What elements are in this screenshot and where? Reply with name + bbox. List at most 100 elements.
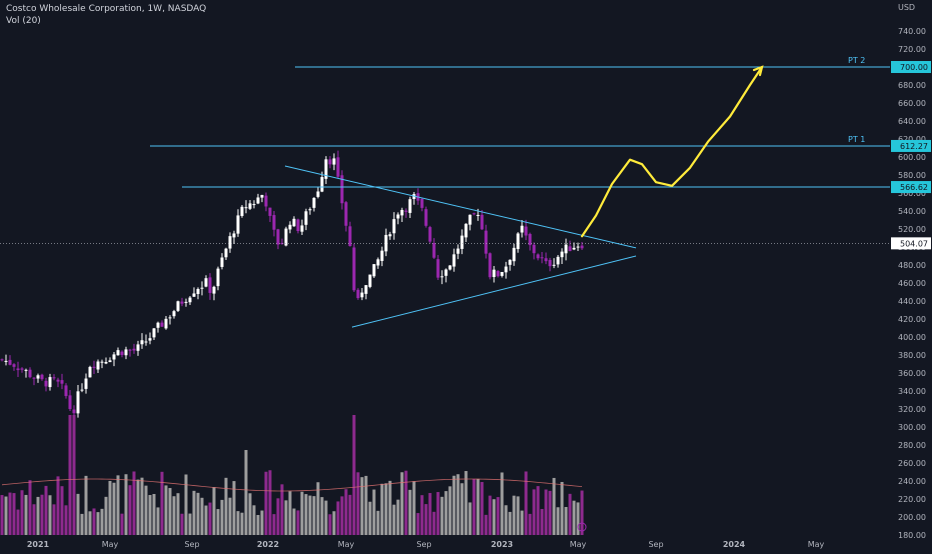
volume-bar <box>156 507 160 535</box>
candle-body <box>512 247 516 262</box>
volume-bar <box>364 475 368 535</box>
candle-body <box>272 215 276 230</box>
volume-bar <box>136 479 140 535</box>
volume-bar <box>188 513 192 535</box>
candle-body <box>44 380 48 387</box>
candle-body <box>8 359 12 365</box>
candle-body <box>360 292 364 298</box>
volume-bar <box>508 511 512 535</box>
volume-bar <box>456 474 460 535</box>
volume-bar <box>256 514 260 535</box>
time-tick-label: May <box>808 540 825 549</box>
price-tick-label: 300.00 <box>898 423 926 432</box>
volume-bar <box>60 486 64 535</box>
volume-bar <box>212 487 216 535</box>
candle-body <box>192 293 196 297</box>
level-price-label: 566.62 <box>900 183 928 192</box>
candle-body <box>184 301 188 303</box>
volume-bar <box>20 490 24 535</box>
price-tick-label: 720.00 <box>898 45 926 54</box>
volume-bar <box>356 472 360 535</box>
candle-body <box>508 259 512 265</box>
volume-bar <box>100 508 104 535</box>
volume-ma-line <box>1 478 583 492</box>
level-price-label: 700.00 <box>900 63 928 72</box>
symbol-title[interactable]: Costco Wholesale Corporation, 1W, NASDAQ <box>6 4 207 14</box>
current-price-tag <box>891 237 931 250</box>
price-tick-label: 560.00 <box>898 189 926 198</box>
time-tick-label: Sep <box>184 540 199 549</box>
volume-bar <box>64 505 68 535</box>
candle-body <box>100 361 104 363</box>
price-tick-label: 220.00 <box>898 495 926 504</box>
candle-body <box>548 259 552 267</box>
candle-body <box>444 269 448 276</box>
candle-body <box>432 243 436 258</box>
volume-bar <box>216 509 220 535</box>
volume-bar <box>384 483 388 535</box>
volume-bar <box>28 480 32 535</box>
volume-bar <box>164 485 168 535</box>
candle-body <box>104 361 108 364</box>
candle-body <box>392 219 396 234</box>
candle-body <box>368 274 372 287</box>
price-tick-label: 620.00 <box>898 135 926 144</box>
candle-body <box>404 210 408 212</box>
candle-body <box>484 230 488 254</box>
volume-bar <box>108 480 112 535</box>
volume-bar <box>328 514 332 535</box>
time-tick-label: Sep <box>648 540 663 549</box>
price-tick-label: 280.00 <box>898 441 926 450</box>
candle-body <box>264 195 268 207</box>
price-tick-label: 520.00 <box>898 225 926 234</box>
volume-bar <box>408 489 412 535</box>
price-tick-label: 740.00 <box>898 27 926 36</box>
volume-bar <box>76 493 80 535</box>
volume-bar <box>208 502 212 535</box>
candle-body <box>92 366 96 368</box>
candle-body <box>528 233 532 246</box>
candle-body <box>236 215 240 234</box>
candle-body <box>580 245 584 249</box>
volume-bar <box>520 510 524 535</box>
volume-bar <box>412 481 416 535</box>
volume-bar <box>548 490 552 535</box>
volume-bar <box>404 470 408 535</box>
volume-bar <box>460 483 464 535</box>
candle-body <box>76 391 80 414</box>
volume-bar <box>380 483 384 535</box>
volume-bar <box>488 495 492 535</box>
volume-bar <box>576 502 580 535</box>
volume-bar <box>244 450 248 535</box>
volume-bar <box>240 512 244 535</box>
volume-bar <box>12 493 16 535</box>
volume-indicator-label[interactable]: Vol (20) <box>6 16 41 26</box>
volume-bar <box>436 492 440 535</box>
volume-bar <box>96 512 100 535</box>
candle-body <box>140 340 144 345</box>
volume-bar <box>484 514 488 535</box>
price-tick-label: 660.00 <box>898 99 926 108</box>
candle-body <box>20 368 24 370</box>
candle-body <box>208 277 212 293</box>
level-price-tag <box>891 181 931 194</box>
candle-body <box>532 244 536 254</box>
volume-bar <box>284 500 288 535</box>
volume-bar <box>496 497 500 535</box>
candle-body <box>84 378 88 389</box>
volume-bar <box>296 510 300 535</box>
price-tick-label: 200.00 <box>898 513 926 522</box>
volume-bar <box>92 508 96 535</box>
candle-body <box>220 257 224 267</box>
candle-body <box>320 177 324 192</box>
volume-bar <box>480 482 484 535</box>
volume-bar <box>504 505 508 535</box>
volume-bar <box>304 494 308 535</box>
time-tick-label: 2022 <box>257 540 279 549</box>
volume-bar <box>224 477 228 535</box>
candle-body <box>556 256 560 265</box>
price-tick-label: 180.00 <box>898 531 926 540</box>
volume-bar <box>152 493 156 535</box>
candle-body <box>216 268 220 287</box>
